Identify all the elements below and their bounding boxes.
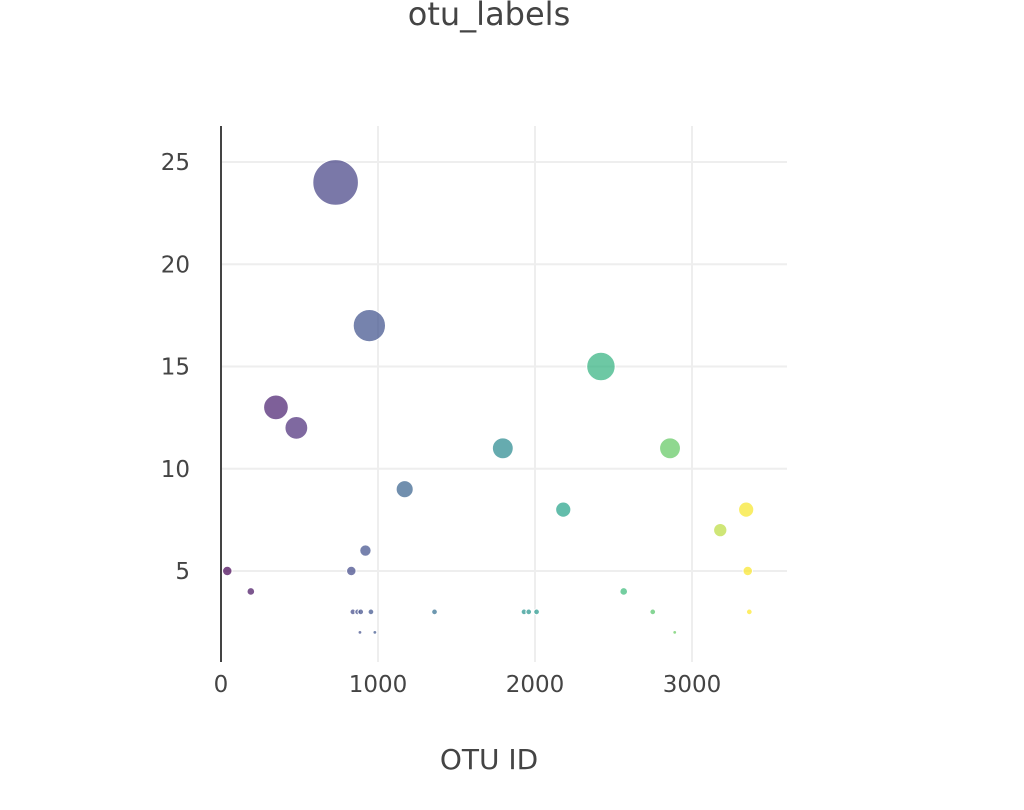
bubble-point[interactable] (284, 415, 309, 440)
chart-title: otu_labels (408, 0, 570, 33)
bubble-point[interactable] (525, 608, 533, 616)
bubble-point[interactable] (742, 565, 753, 577)
bubble-point[interactable] (713, 522, 728, 538)
bubble-point[interactable] (738, 501, 755, 518)
bubble-point[interactable] (586, 351, 616, 382)
x-tick-label: 2000 (506, 672, 565, 698)
bubble-point[interactable] (357, 608, 365, 616)
bubble-point[interactable] (555, 501, 572, 518)
bubble-point[interactable] (431, 608, 438, 616)
bubble-point[interactable] (359, 544, 372, 557)
bubble-point[interactable] (672, 629, 678, 635)
bubble-point[interactable] (395, 480, 414, 499)
bubble-point[interactable] (367, 608, 375, 616)
bubble-point[interactable] (352, 308, 387, 343)
y-tick-label: 5 (175, 559, 190, 585)
grid-layer (221, 126, 787, 662)
x-tick-label: 0 (214, 672, 229, 698)
x-axis-title: OTU ID (440, 743, 538, 776)
y-tick-label: 20 (161, 252, 190, 278)
tick-labels: 0 1000 2000 3000 5 10 15 20 25 (161, 150, 722, 698)
y-tick-label: 15 (161, 355, 190, 381)
bubble-point[interactable] (659, 437, 681, 460)
bubble-series (222, 159, 755, 635)
y-tick-label: 10 (161, 457, 190, 483)
bubble-point[interactable] (619, 587, 629, 596)
bubble-point[interactable] (372, 629, 378, 635)
bubble-point[interactable] (246, 587, 256, 596)
bubble-point[interactable] (491, 437, 514, 460)
bubble-point[interactable] (649, 608, 657, 616)
bubble-point[interactable] (346, 565, 357, 577)
bubble-point[interactable] (222, 565, 233, 577)
bubble-point[interactable] (263, 394, 289, 421)
x-tick-label: 1000 (349, 672, 408, 698)
bubble-point[interactable] (533, 608, 540, 616)
bubble-point[interactable] (312, 159, 359, 206)
bubble-point[interactable] (745, 608, 753, 616)
bubble-point[interactable] (357, 629, 363, 635)
y-tick-label: 25 (161, 150, 190, 176)
x-tick-label: 3000 (663, 672, 722, 698)
